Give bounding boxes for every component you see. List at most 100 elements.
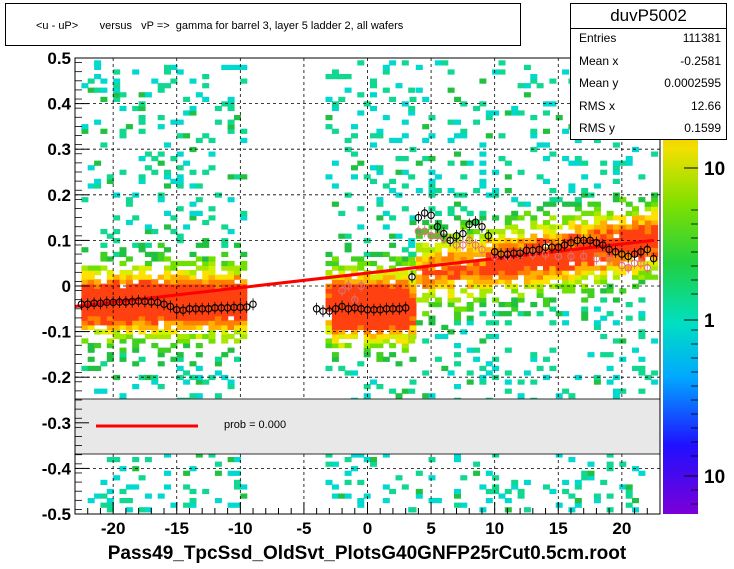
y-tick-label: 0.1 (47, 231, 71, 250)
profile-black-point (446, 236, 454, 245)
y-tick-label: -0.5 (42, 505, 71, 524)
y-tick-label: 0.4 (47, 95, 71, 114)
profile-pink-point (465, 236, 473, 245)
profile-black-point (630, 250, 639, 258)
profile-pink-point (478, 245, 486, 254)
colorbar-tick-label: 1 (704, 311, 715, 332)
profile-black-point (440, 229, 448, 238)
y-tick-label: -0.1 (42, 323, 71, 342)
y-tick-label: 0 (62, 277, 71, 296)
profile-black-point (160, 300, 168, 308)
profile-pink-point (344, 282, 353, 290)
profile-black-point (331, 305, 340, 313)
profile-pink-point (357, 282, 365, 290)
profile-black-point (452, 232, 461, 240)
footer-filename: Pass49_TpcSsd_OldSvt_PlotsG40GNFP25rCut0… (107, 543, 627, 564)
profile-pink-point (592, 254, 601, 263)
stats-row-mean-x: Mean x -0.2581 (571, 51, 726, 73)
x-tick-label: 15 (549, 519, 568, 538)
x-tick-label: 5 (426, 519, 435, 538)
stats-label: Mean x (579, 54, 619, 68)
profile-black-point (312, 305, 321, 313)
chart-title: <u - uP> versus vP => gamma for barrel 3… (36, 20, 404, 32)
stats-divider (571, 28, 726, 29)
profile-black-point (420, 209, 429, 217)
profile-black-point (166, 302, 175, 311)
colorbar-ticks: 10 1 10 (684, 59, 725, 505)
profile-black-series (77, 207, 658, 318)
profile-black-point (242, 303, 251, 311)
x-tick-label: -15 (164, 519, 189, 538)
stats-value: 111381 (682, 31, 721, 45)
profile-pink-point (637, 259, 645, 267)
colorbar-tick-label: 10 (704, 159, 725, 180)
profile-black-point (649, 254, 658, 263)
stats-label: Entries (579, 31, 617, 45)
profile-black-point (637, 248, 645, 256)
x-tick-label: 20 (612, 519, 631, 538)
x-tick-label: -10 (228, 519, 253, 538)
x-tick-label: 10 (485, 519, 504, 538)
profile-pink-point (624, 264, 632, 272)
profile-black-point (401, 304, 410, 312)
heatmap-cells (81, 60, 659, 513)
profile-black-point (325, 307, 334, 315)
x-tick-label: 0 (363, 519, 372, 538)
colorbar-tick-label: 10 (704, 467, 725, 488)
profile-black-point (338, 302, 346, 311)
stats-row-rms-x: RMS x 12.66 (571, 96, 726, 118)
profile-black-point (490, 248, 499, 256)
y-tick-label: 0.3 (47, 140, 71, 159)
profile-pink-point (579, 252, 588, 261)
profile-black-point (459, 229, 467, 238)
fit-line (74, 238, 654, 309)
profile-black-point (408, 273, 416, 281)
stats-row-entries: Entries 111381 (571, 28, 726, 50)
profile-pink-point (471, 241, 480, 249)
stats-label: RMS y (579, 121, 615, 135)
stats-label: RMS x (579, 99, 615, 113)
profile-black-point (554, 243, 563, 251)
profile-black-point (567, 238, 575, 247)
fit-legend-label: prob = 0.000 (224, 419, 287, 431)
fit-line-segment (74, 238, 654, 309)
x-tick-label: -5 (296, 519, 311, 538)
stats-row-mean-y: Mean y 0.0002595 (571, 73, 726, 95)
y-tick-label: -0.4 (42, 459, 72, 478)
profile-black-point (611, 248, 620, 256)
profile-pink-point (618, 261, 626, 270)
profile-pink-point (420, 227, 429, 236)
y-tick-label: 0.2 (47, 186, 71, 205)
stats-box: duvP5002 Entries 111381 Mean x -0.2581 M… (570, 3, 727, 140)
stats-value: -0.2581 (680, 54, 721, 68)
profile-black-point (478, 222, 486, 231)
x-tick-label: -20 (101, 519, 126, 538)
stats-value: 0.1599 (684, 121, 721, 135)
axes: -20 -15 -10 -5 0 5 10 15 20 -0.5 -0.4 -0.3 -0.2 -0.1 0… (42, 49, 661, 538)
profile-pink-point (338, 286, 346, 295)
stats-value: 0.0002595 (664, 76, 721, 90)
chart-title-box: <u - uP> versus vP => gamma for barrel 3… (5, 3, 521, 46)
profile-black-point (586, 236, 594, 245)
profile-black-point (560, 241, 569, 249)
profile-pink-point (567, 252, 575, 261)
profile-black-point (471, 218, 480, 226)
legend-band (74, 398, 661, 455)
profile-black-point (484, 232, 493, 240)
profile-pink-point (459, 241, 467, 249)
y-tick-label: -0.2 (42, 368, 71, 387)
stats-row-rms-y: RMS y 0.1599 (571, 118, 726, 140)
profile-black-point (414, 213, 423, 222)
profile-black-point (624, 252, 632, 261)
stats-value: 12.66 (690, 99, 721, 113)
stats-label: Mean y (579, 76, 619, 90)
profile-black-point (643, 245, 652, 254)
profile-black-point (433, 222, 442, 231)
profile-black-point (535, 245, 543, 254)
profile-black-point (249, 300, 257, 308)
profile-black-point (618, 250, 626, 258)
profile-pink-point (643, 264, 652, 272)
y-tick-label: 0.5 (47, 49, 71, 68)
y-tick-label: -0.3 (42, 414, 71, 433)
